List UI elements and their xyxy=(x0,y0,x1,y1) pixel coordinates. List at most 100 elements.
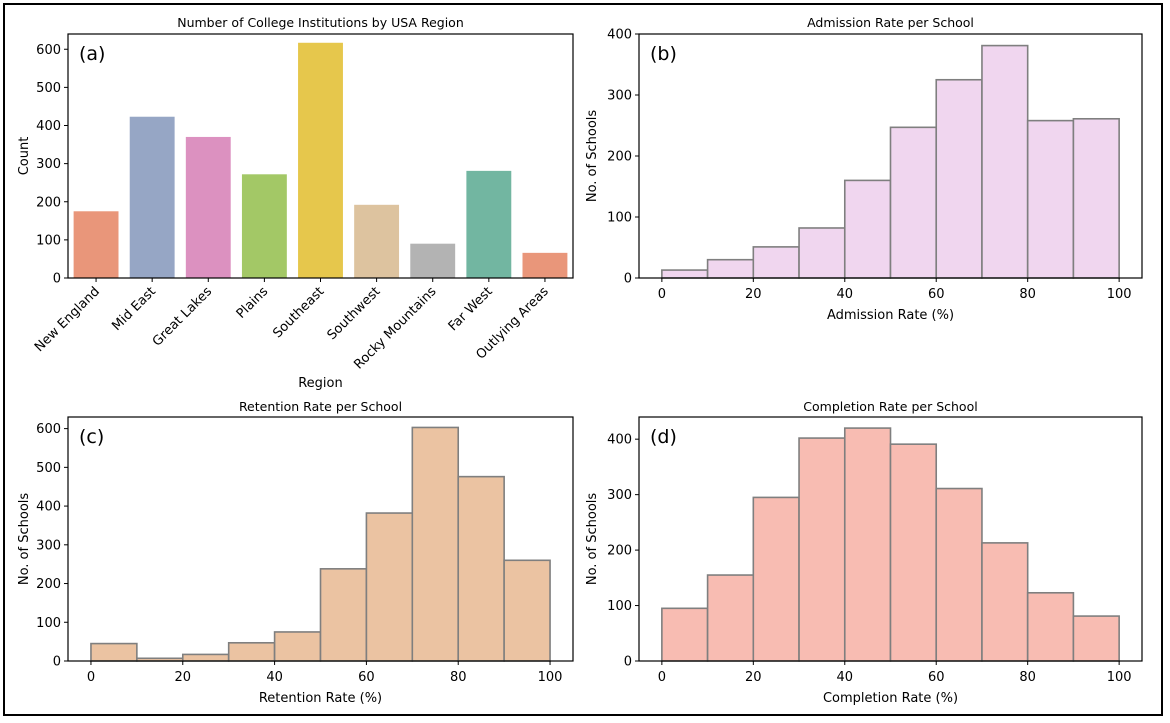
y-tick-label: 500 xyxy=(36,461,61,476)
bar-5 xyxy=(354,204,400,278)
x-axis-label: Admission Rate (%) xyxy=(827,308,954,323)
histogram-bar-5 xyxy=(889,126,938,279)
y-tick-label: 200 xyxy=(607,150,632,165)
y-tick-label: 0 xyxy=(624,655,632,670)
x-tick-label: 40 xyxy=(836,287,853,302)
y-tick-label: 100 xyxy=(607,211,632,226)
y-axis-label: No. of Schools xyxy=(585,493,600,586)
x-tick-label: 0 xyxy=(87,670,95,685)
y-tick-label: 600 xyxy=(36,422,61,437)
histogram-bar-7 xyxy=(411,426,460,662)
histogram-bar-1 xyxy=(706,574,755,662)
chart-panel-d: 0 20 40 60 80 100 0 100 200 300 400 Completion Rate… xyxy=(585,399,1143,706)
histogram-bar-8 xyxy=(1026,119,1075,279)
chart-panel-b: 0 20 40 60 80 100 0 100 200 300 400 Admission Rate … xyxy=(585,15,1143,323)
histogram-bar-7 xyxy=(981,44,1029,279)
x-axis-label: Completion Rate (%) xyxy=(823,691,958,706)
histogram-bar-3 xyxy=(798,437,846,662)
y-tick-label: 500 xyxy=(36,81,61,96)
y-axis-label: No. of Schools xyxy=(585,110,600,203)
y-tick-label: 0 xyxy=(53,272,61,287)
bar-1 xyxy=(129,116,175,278)
histogram-bar-9 xyxy=(1072,117,1120,279)
y-tick-label: 0 xyxy=(624,272,632,287)
axes-frame xyxy=(638,416,1143,662)
histogram-bar-9 xyxy=(503,559,551,662)
x-tick-label: 80 xyxy=(1019,670,1036,685)
bar-0 xyxy=(73,211,119,278)
x-tick-label: Far West xyxy=(446,284,496,334)
y-tick-label: 300 xyxy=(607,89,632,104)
bar-6 xyxy=(410,243,456,278)
x-tick-label: 100 xyxy=(538,670,563,685)
y-tick-label: 100 xyxy=(607,599,632,614)
chart-title: Admission Rate per School xyxy=(807,15,974,30)
x-axis-label: Region xyxy=(298,376,343,391)
x-tick-label: 100 xyxy=(1107,670,1132,685)
x-tick-label: 40 xyxy=(266,670,283,685)
y-tick-label: 400 xyxy=(36,119,61,134)
histogram-bar-0 xyxy=(661,269,709,279)
y-axis-label: No. of Schools xyxy=(17,493,32,586)
histogram-bar-8 xyxy=(457,475,505,662)
x-tick-label: 80 xyxy=(1019,287,1036,302)
panel-label: (d) xyxy=(650,426,677,448)
histogram-bar-0 xyxy=(661,607,709,662)
y-tick-label: 400 xyxy=(607,433,632,448)
x-tick-label: 100 xyxy=(1107,287,1132,302)
y-axis-label: Count xyxy=(17,137,32,176)
y-tick-label: 400 xyxy=(36,500,61,515)
histogram-bar-6 xyxy=(935,487,983,662)
y-tick-label: 300 xyxy=(607,488,632,503)
x-tick-label: 60 xyxy=(928,670,945,685)
x-tick-label: 20 xyxy=(745,287,762,302)
histogram-bar-3 xyxy=(798,227,846,279)
histogram-bar-0 xyxy=(90,642,138,662)
histogram-bar-7 xyxy=(981,542,1029,662)
y-tick-label: 200 xyxy=(607,544,632,559)
histogram-bar-4 xyxy=(843,179,892,279)
chart-title: Retention Rate per School xyxy=(239,399,402,414)
histogram-bar-4 xyxy=(273,631,322,662)
bar-7 xyxy=(466,170,512,278)
y-tick-label: 300 xyxy=(36,157,61,172)
bar-3 xyxy=(241,174,287,278)
x-axis-label: Retention Rate (%) xyxy=(259,691,382,706)
y-tick-label: 0 xyxy=(53,655,61,670)
figure-frame xyxy=(3,3,1163,716)
panel-label: (b) xyxy=(650,43,677,65)
bar-2 xyxy=(185,136,231,278)
histogram-bar-5 xyxy=(319,568,368,662)
histogram-bar-2 xyxy=(752,496,800,662)
chart-panel-c: 0 20 40 60 80 100 0 100 200 300 400 500 600 Retention… xyxy=(17,399,574,706)
chart-title: Completion Rate per School xyxy=(803,399,977,414)
x-tick-label: Plains xyxy=(234,284,272,322)
y-tick-label: 100 xyxy=(36,616,61,631)
panel-label: (c) xyxy=(79,426,104,448)
x-tick-label: Great Lakes xyxy=(150,284,215,349)
x-tick-label: 20 xyxy=(174,670,191,685)
axes-frame xyxy=(67,33,574,279)
chart-title: Number of College Institutions by USA Re… xyxy=(177,15,464,30)
y-tick-label: 200 xyxy=(36,195,61,210)
y-tick-label: 300 xyxy=(36,538,61,553)
x-tick-label: 20 xyxy=(745,670,762,685)
histogram-bar-6 xyxy=(935,78,983,279)
axes-frame xyxy=(638,33,1143,279)
histogram-bar-1 xyxy=(706,258,755,279)
histogram-bar-4 xyxy=(843,427,892,662)
panel-label: (a) xyxy=(79,43,105,65)
histogram-bar-8 xyxy=(1026,591,1075,662)
y-tick-label: 400 xyxy=(607,28,632,43)
x-tick-label: Southeast xyxy=(270,284,327,341)
histogram-bar-2 xyxy=(181,653,230,662)
x-tick-label: 60 xyxy=(928,287,945,302)
y-tick-label: 600 xyxy=(36,43,61,58)
x-tick-label: New England xyxy=(32,284,103,355)
histogram-bar-6 xyxy=(365,512,414,662)
histogram-bar-5 xyxy=(889,443,938,662)
x-tick-label: 40 xyxy=(836,670,853,685)
histogram-bar-3 xyxy=(227,641,276,662)
